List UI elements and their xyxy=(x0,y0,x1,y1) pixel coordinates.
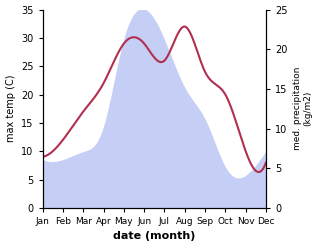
Y-axis label: med. precipitation
(kg/m2): med. precipitation (kg/m2) xyxy=(293,67,313,150)
X-axis label: date (month): date (month) xyxy=(113,231,196,242)
Y-axis label: max temp (C): max temp (C) xyxy=(5,75,16,143)
